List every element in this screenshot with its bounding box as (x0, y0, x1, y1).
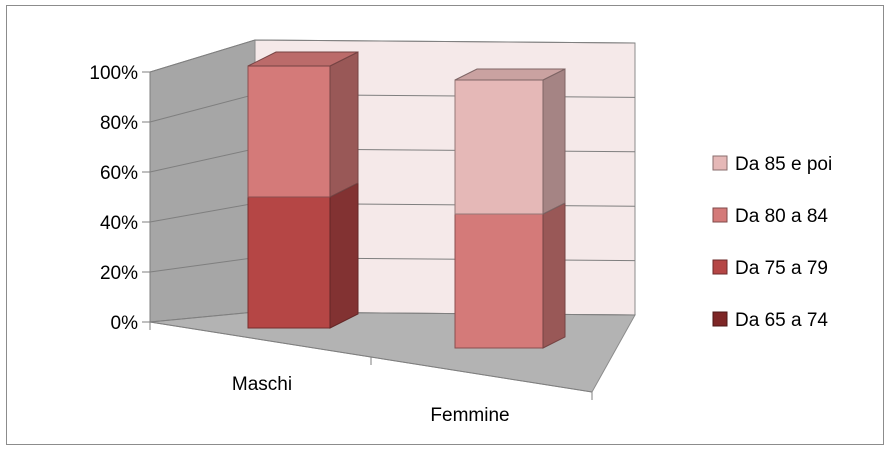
bar-segment-side (542, 202, 566, 349)
y-tick-label: 80% (100, 113, 138, 134)
legend-label: Da 80 a 84 (735, 206, 828, 227)
bar-segment (454, 213, 544, 349)
side-wall (149, 39, 256, 323)
y-tick-label: 100% (89, 63, 138, 84)
bar-segment-side (329, 51, 359, 198)
bar-segment-side (329, 182, 359, 329)
legend-label: Da 75 a 79 (735, 258, 828, 279)
gridline (149, 39, 636, 73)
bar-segment-top (454, 68, 566, 81)
y-tick-label: 0% (111, 313, 139, 334)
bar-segment (247, 196, 331, 329)
legend-swatch (712, 207, 728, 223)
legend-label: Da 85 e poi (735, 154, 832, 175)
bar-segment (454, 79, 544, 215)
legend-swatch (712, 311, 728, 327)
y-tick-label: 60% (100, 163, 138, 184)
legend-label: Da 65 a 74 (735, 310, 828, 331)
bar-segment-top (247, 51, 359, 67)
legend-swatch (712, 155, 728, 171)
y-tick-label: 20% (100, 263, 138, 284)
y-tick-label: 40% (100, 213, 138, 234)
category-label: Femmine (430, 405, 509, 426)
bar-segment-side (542, 68, 566, 215)
legend-swatch (712, 259, 728, 275)
bar-segment (247, 65, 331, 198)
category-label: Maschi (232, 374, 292, 395)
